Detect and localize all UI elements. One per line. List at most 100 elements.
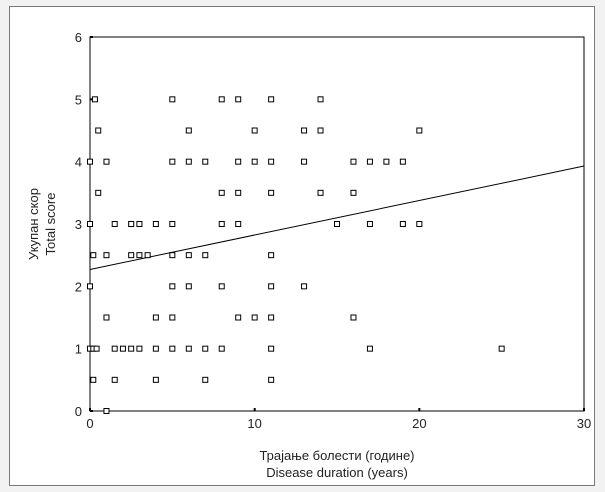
data-point [103, 252, 110, 259]
data-point [87, 221, 93, 227]
y-axis-title-line1: Укупан скор [26, 188, 41, 260]
data-point [334, 221, 340, 227]
data-point [498, 345, 505, 352]
data-point [103, 158, 110, 165]
y-tick-label: 2 [75, 279, 82, 294]
data-point [169, 283, 176, 290]
data-point [87, 158, 93, 165]
data-point [111, 221, 118, 227]
data-point [103, 408, 110, 414]
data-point [169, 221, 176, 227]
data-point [152, 376, 159, 383]
y-tick-label: 5 [75, 92, 82, 107]
data-point [268, 96, 275, 103]
data-point [268, 283, 275, 290]
x-tick-label: 30 [577, 416, 591, 431]
data-point [136, 252, 143, 259]
x-axis-title-line1: Трајање болести (године) [259, 448, 414, 463]
data-point [169, 314, 176, 321]
data-point [416, 221, 423, 227]
data-point [128, 252, 135, 259]
data-point [350, 314, 357, 321]
data-point [128, 345, 135, 352]
data-point [91, 96, 98, 103]
data-point [90, 376, 97, 383]
data-point [87, 283, 93, 290]
data-point [90, 252, 97, 259]
data-point [144, 252, 151, 259]
data-point [185, 283, 192, 290]
data-point [95, 127, 102, 134]
x-tick-label: 0 [86, 416, 93, 431]
data-point [152, 345, 159, 352]
data-point [251, 127, 258, 134]
data-point [268, 314, 275, 321]
data-point [111, 376, 118, 383]
y-tick-label: 4 [75, 155, 82, 170]
data-point [268, 376, 275, 383]
data-point [317, 96, 324, 103]
data-point [251, 314, 258, 321]
data-point [185, 158, 192, 165]
data-point [235, 96, 242, 103]
data-point [169, 158, 176, 165]
data-point [169, 96, 176, 103]
data-point [383, 158, 390, 165]
data-point [169, 345, 176, 352]
y-tick-label: 6 [75, 30, 82, 45]
data-point [111, 345, 118, 352]
data-point [152, 221, 159, 227]
data-point [268, 252, 275, 259]
data-point [218, 345, 225, 352]
data-point [317, 189, 324, 196]
data-point [301, 158, 308, 165]
tick-labels: 0 10 20 30 0 1 2 3 4 5 6 [75, 30, 591, 431]
data-point [350, 189, 357, 196]
y-tick-label: 0 [75, 404, 82, 419]
data-point [218, 221, 225, 227]
data-point [251, 158, 258, 165]
data-point [169, 252, 176, 259]
data-point [235, 314, 242, 321]
y-axis-title-line2: Total score [43, 193, 58, 256]
data-point [136, 345, 143, 352]
data-point [119, 345, 126, 352]
data-point [301, 127, 308, 134]
data-point [136, 221, 143, 227]
data-point [301, 283, 308, 290]
data-point [218, 189, 225, 196]
x-tick-label: 10 [247, 416, 261, 431]
data-point [399, 158, 406, 165]
data-point [416, 127, 423, 134]
data-point [95, 189, 102, 196]
data-point [235, 221, 242, 227]
data-point [235, 189, 242, 196]
data-point [235, 158, 242, 165]
x-tick-label: 20 [412, 416, 426, 431]
data-point [93, 345, 100, 352]
y-tick-label: 3 [75, 217, 82, 232]
data-point [399, 221, 406, 227]
x-axis-title-line2: Disease duration (years) [266, 465, 408, 480]
data-point [317, 127, 324, 134]
data-point [185, 345, 192, 352]
data-point [128, 221, 135, 227]
data-point [350, 158, 357, 165]
data-point [366, 158, 373, 165]
data-point [218, 283, 225, 290]
data-point [202, 345, 209, 352]
data-point [202, 252, 209, 259]
y-tick-label: 1 [75, 342, 82, 357]
data-points [87, 96, 505, 414]
data-point [268, 158, 275, 165]
data-point [366, 345, 373, 352]
data-point [268, 345, 275, 352]
data-point [202, 376, 209, 383]
data-point [366, 221, 373, 227]
data-point [218, 96, 225, 103]
data-point [185, 127, 192, 134]
data-point [103, 314, 110, 321]
data-point [202, 158, 209, 165]
data-point [185, 252, 192, 259]
